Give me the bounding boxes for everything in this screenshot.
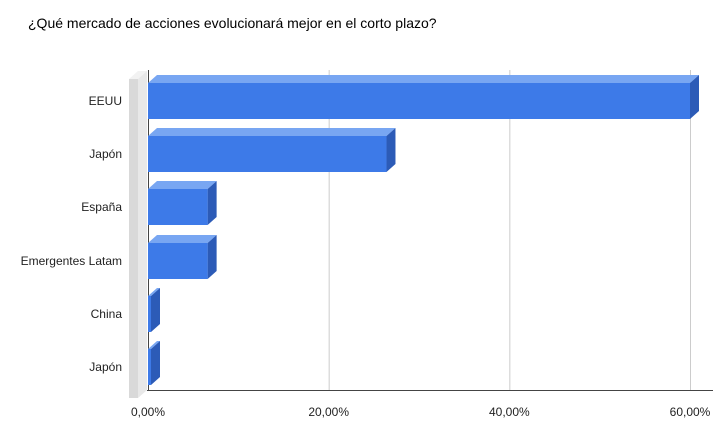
bar-top-face [148, 128, 396, 136]
bar-japon[interactable] [148, 128, 396, 172]
bar-top-face [148, 75, 699, 83]
bar-front-face [148, 136, 387, 172]
wall-side-face [138, 71, 147, 398]
category-label-emergentes-latam: Emergentes Latam [21, 254, 122, 268]
wall-front-face [129, 79, 138, 398]
category-label-espana: España [81, 200, 122, 214]
bar-eeuu[interactable] [148, 75, 699, 119]
bar-side-face [151, 288, 160, 332]
bar-front-face [148, 296, 151, 332]
bar-emergentes-latam[interactable] [148, 235, 217, 279]
x-tick-label-60: 60,00% [670, 405, 711, 419]
bar-side-face [690, 75, 699, 119]
x-tick-label-20: 20,00% [308, 405, 349, 419]
bar-china[interactable] [148, 288, 160, 332]
wall-top-face [129, 71, 147, 79]
category-label-japon-2: Japón [89, 360, 122, 374]
category-label-eeuu: EEUU [89, 94, 122, 108]
bar-front-face [148, 243, 208, 279]
bar-side-face [207, 235, 217, 279]
bar-top-face [148, 341, 160, 349]
category-label-japon: Japón [89, 147, 122, 161]
bar-front-face [148, 349, 151, 385]
x-tick-label-40: 40,00% [489, 405, 530, 419]
category-label-china: China [91, 307, 123, 321]
bar-front-face [148, 189, 208, 225]
x-tick-label-0: 0,00% [131, 405, 165, 419]
bar-top-face [148, 181, 217, 189]
bar-top-face [148, 288, 160, 296]
bar-side-face [386, 128, 396, 172]
bar-side-face [207, 181, 217, 225]
chart-3d-wall [129, 71, 147, 398]
bar-espana[interactable] [148, 181, 217, 225]
bar-front-face [148, 83, 690, 119]
bar-top-face [148, 235, 217, 243]
chart-title: ¿Qué mercado de acciones evolucionará me… [28, 15, 437, 31]
bar-side-face [151, 341, 160, 385]
bar-japon-2[interactable] [148, 341, 160, 385]
